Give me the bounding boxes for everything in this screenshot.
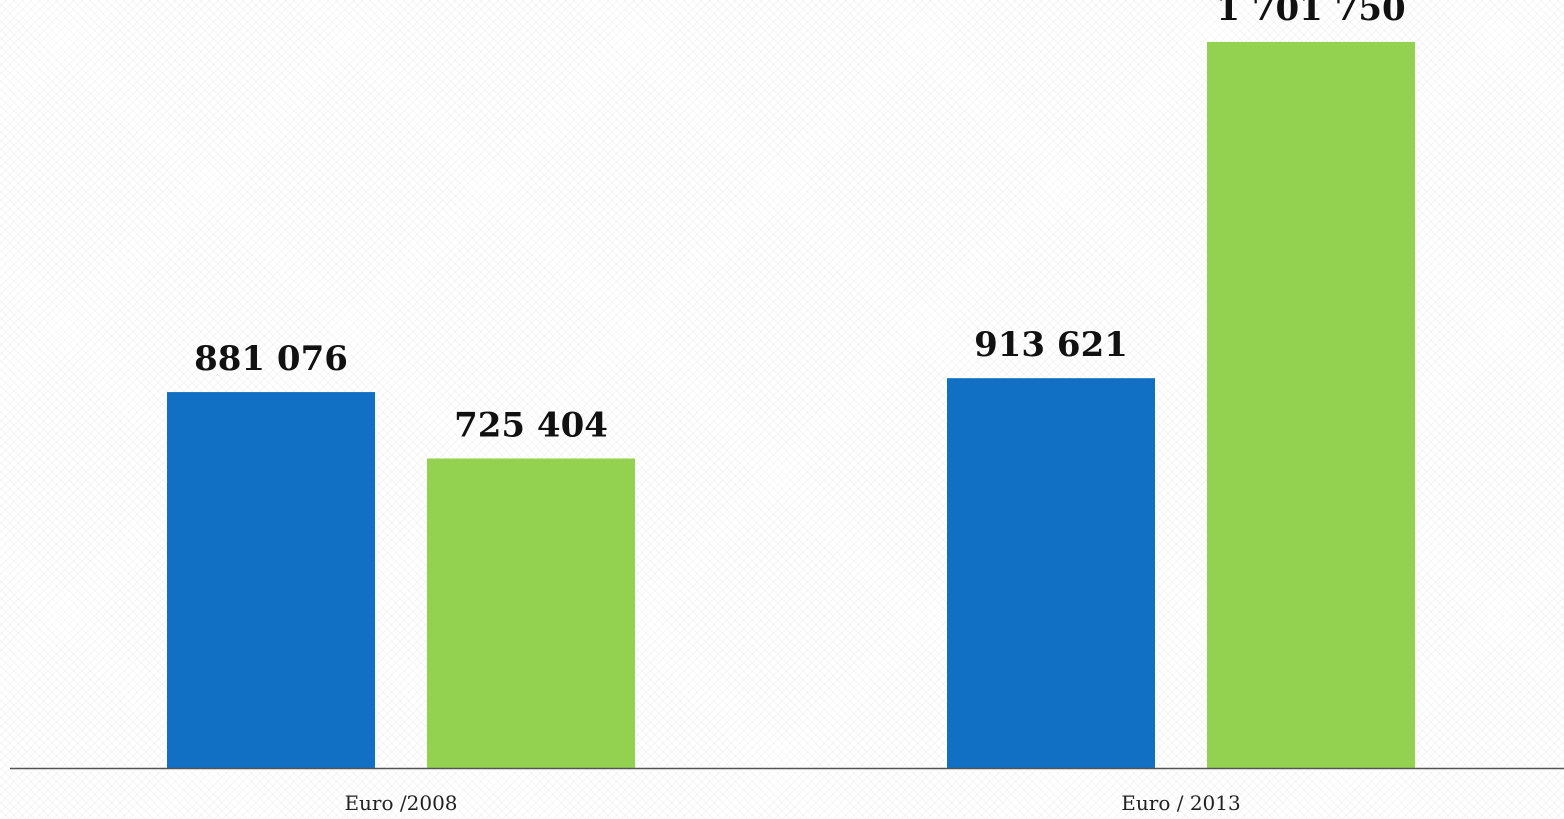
data-label-1-series-2: 725 404 bbox=[454, 405, 608, 445]
category-label-2: Euro / 2013 bbox=[1121, 791, 1240, 815]
bar-2-series-1 bbox=[947, 378, 1155, 768]
data-label-2-series-2: 1 701 750 bbox=[1216, 0, 1405, 29]
data-label-1-series-1: 881 076 bbox=[194, 339, 348, 379]
bar-1-series-2 bbox=[427, 458, 635, 768]
category-label-1: Euro /2008 bbox=[344, 791, 457, 815]
data-label-2-series-1: 913 621 bbox=[974, 325, 1128, 365]
value-labels-group: 881 076 725 404 913 621 1 701 750 bbox=[194, 0, 1406, 445]
category-labels-group: Euro /2008 Euro / 2013 bbox=[344, 791, 1240, 815]
bar-1-series-1 bbox=[167, 392, 375, 768]
bars-group bbox=[167, 41, 1415, 769]
bar-2-series-2 bbox=[1207, 41, 1415, 769]
